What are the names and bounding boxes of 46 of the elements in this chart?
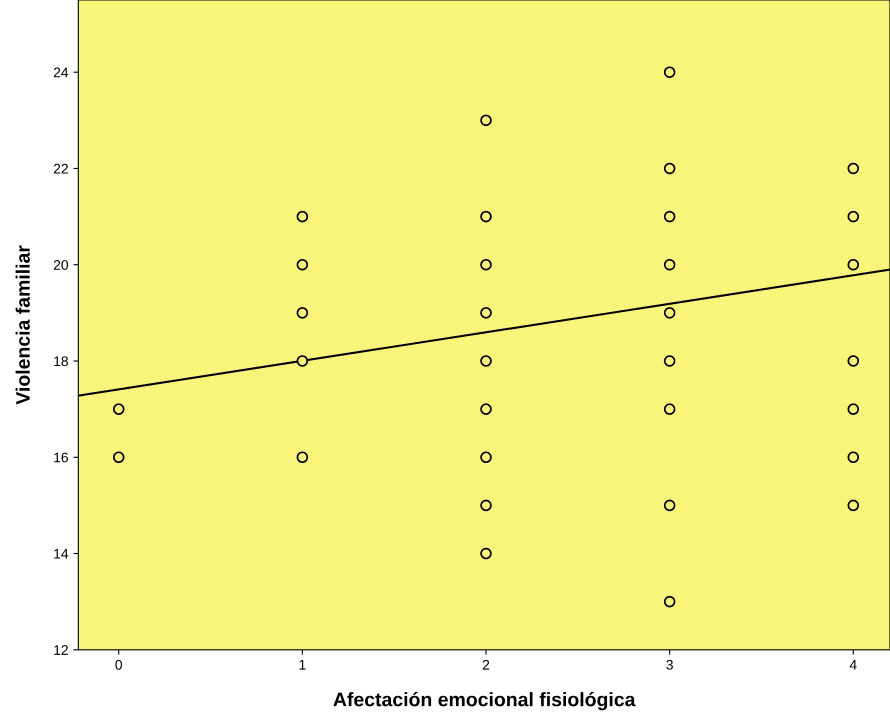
point <box>848 355 860 367</box>
point <box>848 258 860 270</box>
point <box>480 114 492 126</box>
point <box>664 66 676 78</box>
point <box>664 258 676 270</box>
y-tick-label: 14 <box>54 549 68 559</box>
point <box>848 500 860 512</box>
y-tick-label: 12 <box>54 645 68 655</box>
point <box>480 355 492 367</box>
point <box>664 596 676 608</box>
point <box>112 403 124 415</box>
point <box>664 403 676 415</box>
y-tick-label: 20 <box>54 260 68 270</box>
point <box>480 307 492 319</box>
y-axis-title: Violencia familiar <box>16 245 30 405</box>
y-tick-label: 16 <box>54 452 68 462</box>
point <box>296 307 308 319</box>
point <box>664 307 676 319</box>
point <box>296 258 308 270</box>
point <box>296 355 308 367</box>
x-tick-label: 0 <box>115 660 122 670</box>
point <box>664 355 676 367</box>
point <box>848 210 860 222</box>
point <box>664 210 676 222</box>
point <box>480 258 492 270</box>
x-tick-label: 2 <box>482 660 490 670</box>
point <box>296 452 308 464</box>
x-axis-title: Afectación emocional fisiológica <box>333 692 636 710</box>
point <box>848 452 860 464</box>
point <box>296 210 308 222</box>
point <box>112 452 124 464</box>
y-tick-label: 22 <box>54 164 68 174</box>
point <box>848 162 860 174</box>
x-tick-label: 4 <box>850 660 857 670</box>
point <box>848 403 860 415</box>
y-tick-label: 24 <box>54 68 68 78</box>
point <box>480 403 492 415</box>
point <box>480 210 492 222</box>
y-tick-label: 18 <box>54 356 68 366</box>
point <box>664 500 676 512</box>
point <box>480 452 492 464</box>
point <box>480 500 492 512</box>
point <box>480 548 492 560</box>
point <box>664 162 676 174</box>
x-tick-label: 1 <box>300 660 306 670</box>
x-tick-label: 3 <box>666 660 673 670</box>
